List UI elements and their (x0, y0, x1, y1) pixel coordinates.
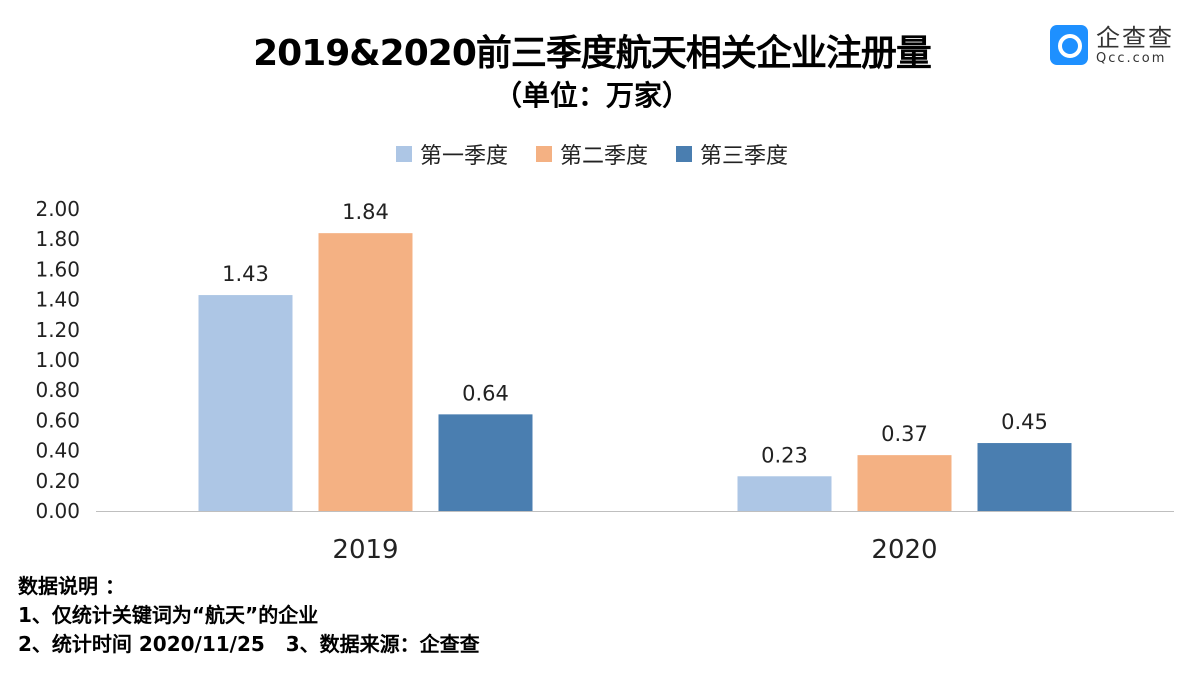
data-label: 1.43 (222, 262, 269, 286)
bar-2019-q2 (318, 233, 413, 511)
data-label: 0.23 (761, 443, 808, 467)
bar-2020-q2 (857, 455, 952, 511)
logo-en: Qcc.com (1096, 50, 1167, 66)
qcc-logo: 企查查 Qcc.com (1050, 25, 1174, 65)
y-tick-label: 0.80 (35, 378, 80, 402)
notes-line-2: 2、统计时间 2020/11/25 3、数据来源：企查查 (18, 632, 480, 656)
y-tick-label: 1.60 (35, 257, 80, 281)
qcc-logo-icon (1050, 25, 1088, 65)
y-tick-label: 1.80 (35, 227, 80, 251)
x-tick-label: 2020 (871, 535, 937, 565)
notes-heading: 数据说明 ： (18, 574, 125, 598)
legend-swatch-q3 (676, 146, 692, 162)
y-tick-label: 0.20 (35, 469, 80, 493)
y-tick-label: 1.20 (35, 318, 80, 342)
data-label: 1.84 (342, 200, 389, 224)
bar-2020-q1 (737, 476, 832, 511)
chart-title: 2019&2020前三季度航天相关企业注册量 (253, 33, 932, 74)
y-tick-label: 0.60 (35, 408, 80, 432)
bar-2019-q3 (438, 414, 533, 511)
y-tick-label: 0.00 (35, 499, 80, 523)
data-notes: 数据说明 ： 1、仅统计关键词为“航天”的企业 2、统计时间 2020/11/2… (18, 572, 480, 659)
bar-2019-q1 (198, 295, 293, 511)
legend-swatch-q2 (535, 146, 552, 162)
y-tick-label: 1.00 (35, 348, 80, 372)
x-tick-label: 2019 (332, 535, 398, 565)
y-tick-label: 1.40 (35, 288, 80, 312)
notes-line-1: 1、仅统计关键词为“航天”的企业 (18, 603, 319, 627)
legend: 第一季度 第二季度 第三季度 (0, 138, 1184, 170)
logo-cn: 企查查 (1096, 23, 1174, 52)
y-tick-label: 0.40 (35, 439, 80, 463)
bar-2020-q3 (977, 443, 1072, 511)
legend-item-q3: 第三季度 (676, 138, 788, 170)
legend-label-q2: 第二季度 (559, 144, 648, 169)
data-label: 0.45 (1001, 410, 1048, 434)
legend-swatch-q1 (395, 146, 412, 162)
data-label: 0.37 (881, 422, 928, 446)
legend-label-q3: 第三季度 (700, 144, 789, 169)
y-tick-label: 2.00 (35, 197, 80, 221)
data-label: 0.64 (462, 381, 509, 405)
chart-subtitle: （单位：万家） (493, 79, 690, 112)
legend-label-q1: 第一季度 (419, 144, 508, 169)
legend-item-q2: 第二季度 (535, 138, 648, 170)
legend-item-q1: 第一季度 (395, 138, 508, 170)
